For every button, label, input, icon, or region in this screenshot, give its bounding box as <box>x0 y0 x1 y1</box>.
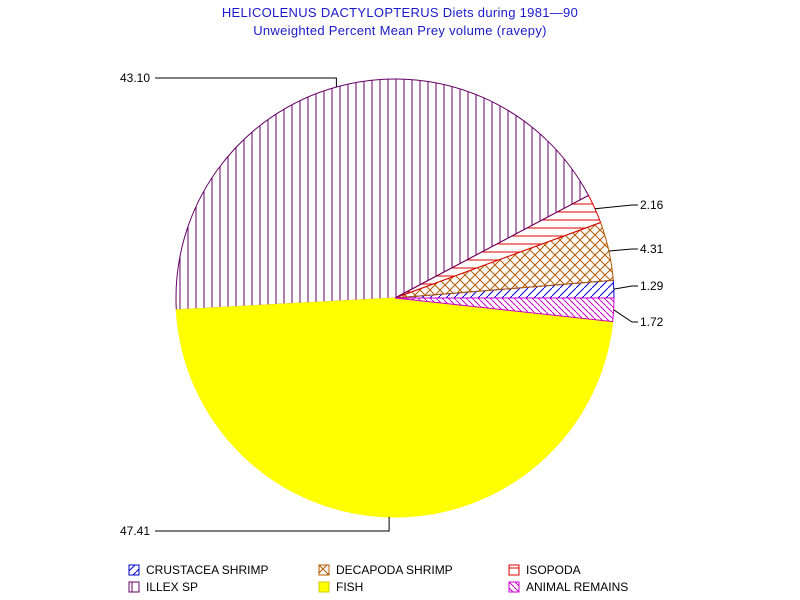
chart-subtitle: Unweighted Percent Mean Prey volume (rav… <box>253 23 547 38</box>
data-label-isopoda: 2.16 <box>640 198 664 212</box>
legend-swatch-fish <box>318 581 330 593</box>
leader-line-crustacea-shrimp <box>613 285 638 290</box>
chart-title: HELICOLENUS DACTYLOPTERUS Diets during 1… <box>221 5 579 20</box>
data-label-fish: 47.41 <box>120 524 150 538</box>
legend-label-illex-sp: ILLEX SP <box>146 580 199 594</box>
data-label-animal-remains: 1.72 <box>640 315 664 329</box>
legend-item-illex-sp: ILLEX SP <box>128 579 198 595</box>
pie-chart: 1.29 4.31 2.16 43.10 47.41 1.72 <box>120 71 664 538</box>
legend-item-animal-remains: ANIMAL REMAINS <box>508 579 628 595</box>
legend-label-animal-remains: ANIMAL REMAINS <box>526 580 629 594</box>
legend-swatch-decapoda-shrimp <box>318 564 330 576</box>
data-label-crustacea-shrimp: 1.29 <box>640 279 664 293</box>
pie-slice-fish <box>175 297 614 518</box>
legend-item-crustacea-shrimp: CRUSTACEA SHRIMP <box>128 562 268 578</box>
leader-line-fish <box>155 516 390 532</box>
leader-line-illex-sp <box>155 77 337 87</box>
legend-swatch-animal-remains <box>508 581 520 593</box>
data-label-decapoda-shrimp: 4.31 <box>640 242 664 256</box>
leader-line-isopoda <box>594 204 638 210</box>
legend-label-crustacea-shrimp: CRUSTACEA SHRIMP <box>146 563 269 577</box>
legend-item-fish: FISH <box>318 579 363 595</box>
data-label-illex-sp: 43.10 <box>120 71 150 85</box>
legend-swatch-crustacea-shrimp <box>128 564 140 576</box>
legend-item-isopoda: ISOPODA <box>508 562 581 578</box>
legend-label-decapoda-shrimp: DECAPODA SHRIMP <box>336 563 453 577</box>
leader-line-animal-remains <box>613 309 638 323</box>
legend-swatch-isopoda <box>508 564 520 576</box>
legend-item-decapoda-shrimp: DECAPODA SHRIMP <box>318 562 453 578</box>
pie-slice-illex-sp <box>175 78 590 311</box>
legend-label-isopoda: ISOPODA <box>526 563 581 577</box>
legend-label-fish: FISH <box>336 580 364 594</box>
leader-line-decapoda-shrimp <box>608 248 638 252</box>
legend-swatch-illex-sp <box>128 581 140 593</box>
pie-slice-animal-remains <box>394 297 615 323</box>
